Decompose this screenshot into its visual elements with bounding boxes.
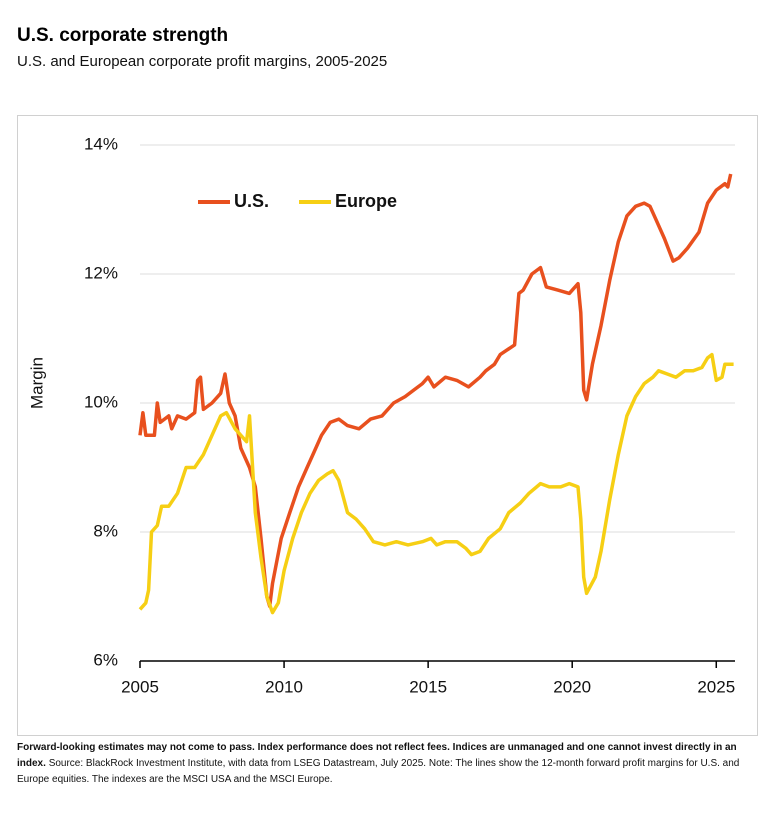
x-tick-label: 2005 — [121, 677, 159, 696]
data-line — [138, 352, 734, 615]
footnote-bold: Forward-looking estimates may not come t… — [17, 742, 737, 769]
y-tick-label: 10% — [84, 392, 118, 411]
x-tick-label: 2020 — [553, 677, 591, 696]
legend-label: Europe — [335, 191, 397, 211]
y-tick-label: 14% — [84, 134, 118, 153]
chart-title: U.S. corporate strength — [17, 25, 229, 46]
legend-label: U.S. — [234, 191, 269, 211]
x-tick-label: 2025 — [697, 677, 735, 696]
footnote: Forward-looking estimates may not come t… — [17, 740, 752, 788]
y-axis-label: Margin — [27, 357, 46, 409]
footnote-text: Source: BlackRock Investment Institute, … — [17, 758, 740, 785]
chart-subtitle: U.S. and European corporate profit margi… — [17, 53, 388, 70]
chart-frame — [17, 115, 758, 736]
y-tick-label: 8% — [93, 521, 118, 540]
x-tick-label: 2010 — [265, 677, 303, 696]
y-tick-label: 6% — [93, 650, 118, 669]
x-tick-label: 2015 — [409, 677, 447, 696]
data-line — [138, 173, 733, 608]
y-tick-label: 12% — [84, 263, 118, 282]
